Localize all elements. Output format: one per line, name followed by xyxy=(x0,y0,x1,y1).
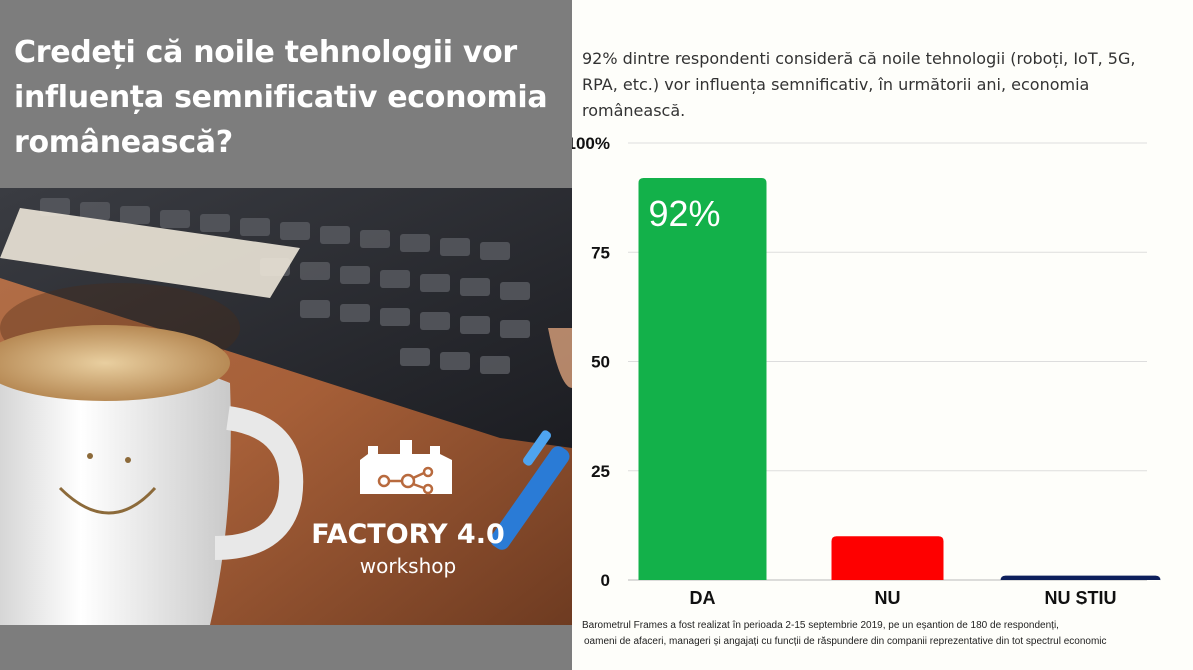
x-tick-label: NU xyxy=(875,588,901,605)
y-axis-ticks: 0 25 50 75 100% xyxy=(572,134,610,590)
y-tick-label: 50 xyxy=(591,353,610,372)
paper-note xyxy=(0,208,300,298)
bar-nu xyxy=(831,536,944,580)
x-axis-labels: DA NU NU ȘTIU xyxy=(690,588,1117,605)
x-tick-label: NU ȘTIU xyxy=(1045,588,1117,605)
y-tick-label: 75 xyxy=(591,243,610,262)
bar-nu-știu xyxy=(1000,575,1161,581)
mug-handle xyxy=(214,406,304,560)
blue-pen xyxy=(490,430,570,550)
footnote-line-2: oameni de afaceri, manageri și angajați … xyxy=(584,636,1107,647)
factory-network-icon xyxy=(360,440,452,495)
y-tick-label: 100% xyxy=(572,134,610,153)
y-tick-label: 0 xyxy=(601,571,610,590)
logo-name: FACTORY 4.0 xyxy=(311,519,505,550)
chart-subtitle: 92% dintre respondenti consideră că noil… xyxy=(582,49,1136,120)
bar-chart: 0 25 50 75 100% 92% DA NU NU ȘTIU xyxy=(572,134,1161,605)
page-title: Credeți că noile tehnologii vor influenț… xyxy=(14,35,548,160)
coffee-keyboard-photo: FACTORY 4.0 workshop xyxy=(0,188,572,625)
footnote: Barometrul Frames a fost realizat în per… xyxy=(582,618,1192,650)
hand xyxy=(548,328,572,388)
smiley-face xyxy=(58,486,157,515)
logo-tagline: workshop xyxy=(360,554,456,578)
footnote-line-1: Barometrul Frames a fost realizat în per… xyxy=(582,620,1059,631)
x-tick-label: DA xyxy=(690,588,716,605)
y-tick-label: 25 xyxy=(591,462,610,481)
data-label: 92% xyxy=(649,193,721,234)
coffee-foam xyxy=(0,325,230,401)
left-panel: Credeți că noile tehnologii vor influenț… xyxy=(0,0,572,670)
bars: 92% xyxy=(638,177,1161,581)
coffee-mug xyxy=(0,346,231,625)
bar-da xyxy=(638,177,767,580)
